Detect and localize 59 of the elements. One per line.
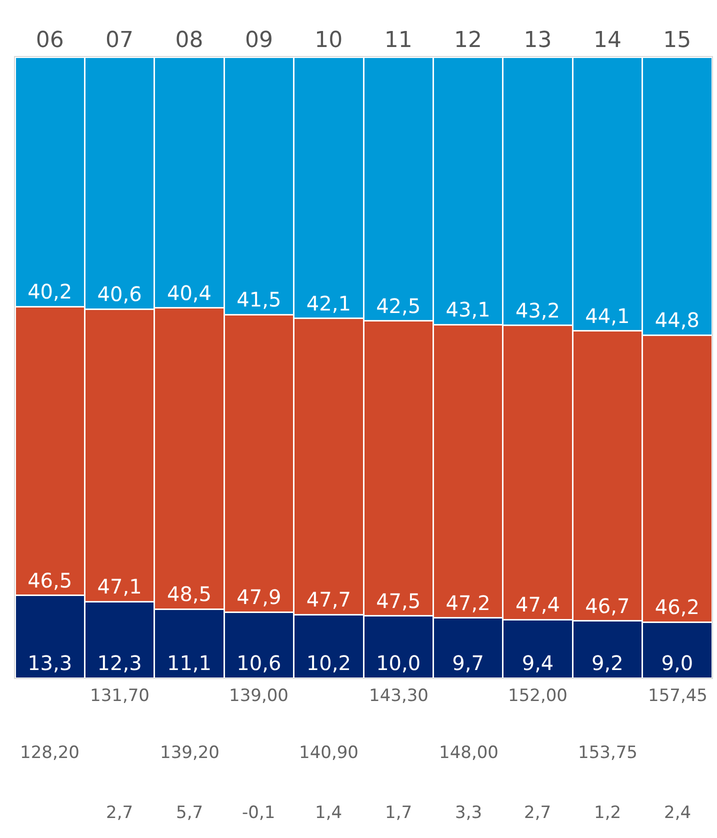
data-label: 48,5 <box>166 582 212 606</box>
data-label: 40,2 <box>28 280 72 304</box>
x-tick-label: 06 <box>36 28 64 54</box>
text: -0,1 <box>242 803 276 823</box>
text: 1,2 <box>594 803 622 823</box>
x-tick-label: 09 <box>244 28 273 54</box>
text: 2,4 <box>664 803 692 823</box>
text: 5,7 <box>176 803 204 823</box>
x-tick-label: 08 <box>175 28 204 54</box>
data-label: 47,5 <box>376 588 421 613</box>
x-tick-label: 07 <box>106 28 134 54</box>
x-tick-label: 12 <box>454 28 482 54</box>
data-label: 41,5 <box>236 288 282 312</box>
data-label: 10,2 <box>306 651 351 675</box>
data-label: 46,7 <box>585 594 630 618</box>
data-label: 47,4 <box>515 592 560 617</box>
data-label: 44,1 <box>585 304 630 328</box>
text: 157,45 <box>648 686 708 706</box>
text: 140,90 <box>299 743 358 763</box>
data-label: 10,6 <box>236 651 282 675</box>
text: 139,20 <box>160 743 220 763</box>
data-label: 9,0 <box>661 651 694 675</box>
data-label: 13,3 <box>28 651 72 675</box>
x-tick-label: 11 <box>384 28 412 54</box>
data-label: 40,4 <box>166 280 212 305</box>
text: 2,7 <box>106 803 134 823</box>
text: 153,75 <box>578 743 638 763</box>
data-label: 47,1 <box>97 574 142 599</box>
x-tick-label: 14 <box>593 28 622 54</box>
text: 2,7 <box>524 803 552 823</box>
data-label: 10,0 <box>376 651 421 675</box>
text: 143,30 <box>369 686 428 706</box>
text: 139,00 <box>229 686 288 706</box>
data-label: 46,5 <box>28 568 72 592</box>
data-label: 43,1 <box>446 298 490 322</box>
x-tick-label: 15 <box>663 28 692 54</box>
data-label: 43,2 <box>515 298 560 322</box>
data-label: 47,9 <box>236 585 282 610</box>
data-label: 12,3 <box>97 651 142 675</box>
text: 1,7 <box>385 803 412 823</box>
text: 128,20 <box>20 743 80 763</box>
data-label: 11,1 <box>166 651 212 675</box>
data-label: 9,4 <box>522 651 554 675</box>
data-label: 42,1 <box>306 291 351 316</box>
x-tick-label: 13 <box>524 28 552 54</box>
data-label: 44,8 <box>654 308 700 332</box>
data-label: 47,7 <box>306 588 351 612</box>
data-label: 9,7 <box>452 651 484 675</box>
data-label: 42,5 <box>376 294 421 318</box>
text: 131,70 <box>90 686 150 706</box>
data-label: 46,2 <box>654 595 700 620</box>
data-label: 47,2 <box>446 590 490 615</box>
text: 3,3 <box>455 803 482 823</box>
data-label: 40,6 <box>97 282 142 306</box>
text: 152,00 <box>508 686 568 706</box>
text: 1,4 <box>315 803 342 823</box>
x-tick-label: 10 <box>314 28 343 54</box>
data-label: 9,2 <box>592 651 624 675</box>
text: 148,00 <box>439 743 498 763</box>
